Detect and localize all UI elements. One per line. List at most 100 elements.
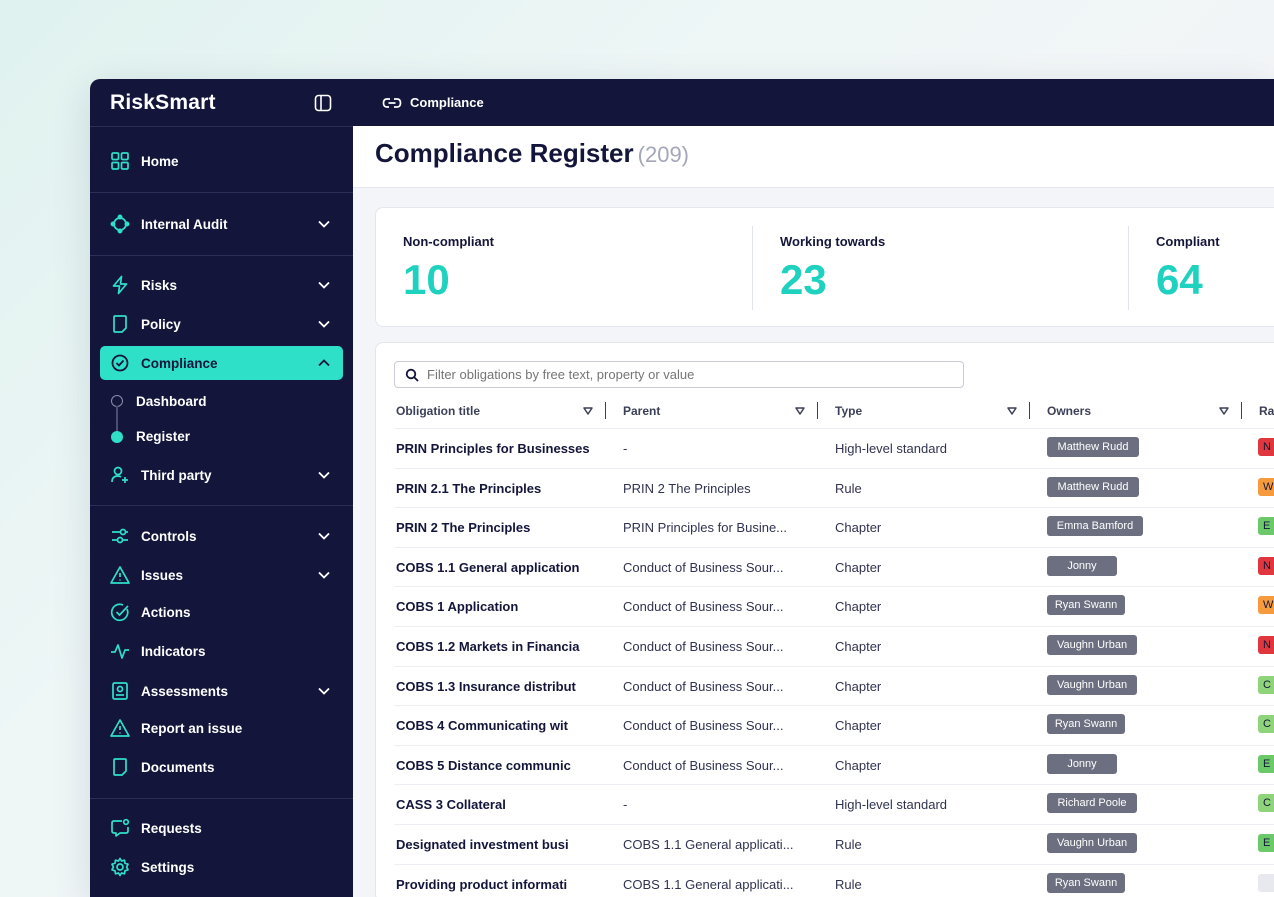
cell-title[interactable]: COBS 1 Application [396,599,519,615]
sidebar-item-label: Assessments [141,683,229,699]
sidebar-item-label: Third party [141,467,212,483]
rating-badge: E [1258,834,1274,852]
sidebar-item-indicators[interactable]: Indicators [100,634,343,668]
owner-badge[interactable]: Matthew Rudd [1047,437,1139,457]
filter-input[interactable] [427,367,947,382]
column-header-owners[interactable]: Owners [1047,404,1092,418]
cell-parent: Conduct of Business Sour... [623,678,784,694]
cell-title[interactable]: CASS 3 Collateral [396,797,506,813]
cell-type: Chapter [835,718,882,734]
owner-badge[interactable]: Richard Poole [1047,793,1137,814]
sidebar-item-actions[interactable]: Actions [100,595,343,629]
sidebar-item-documents[interactable]: Documents [100,750,343,784]
search-icon [405,368,419,382]
stat-label: Non-compliant [403,234,494,249]
page-title: Compliance Register (209) [375,138,689,169]
register-dot [111,431,123,443]
sidebar-item-internal-audit[interactable]: Internal Audit [100,207,343,241]
sidebar-item-risks[interactable]: Risks [100,268,343,302]
rating-badge: C [1258,675,1274,694]
brand-logo: RiskSmart [110,91,216,114]
cell-title[interactable]: COBS 1.2 Markets in Financia [396,639,580,654]
owner-badge[interactable]: Ryan Swann [1047,595,1125,616]
owner-badge[interactable]: Ryan Swann [1047,714,1125,735]
filter-icon[interactable] [583,406,593,416]
sidebar-item-label: Internal Audit [141,216,228,232]
column-header-type[interactable]: Type [835,404,863,418]
check-circle-icon [109,352,131,374]
owner-badge[interactable]: Emma Bamford [1047,516,1143,537]
cell-title[interactable]: Designated investment busi [396,837,569,852]
column-header-parent[interactable]: Parent [623,404,661,418]
sidebar-item-label: Documents [141,759,215,775]
owner-badge[interactable]: Jonny [1047,753,1117,774]
sidebar-item-third-party[interactable]: Third party [100,458,343,492]
main-content: Compliance Register (209) Non-compliant 1… [353,126,1274,897]
filter-box[interactable] [394,361,964,388]
sidebar-toggle-icon[interactable] [314,94,332,112]
warning-icon [109,564,131,586]
filter-icon[interactable] [1007,406,1017,416]
rating-badge: N [1258,636,1274,654]
sidebar-item-assessments[interactable]: Assessments [100,674,343,708]
check-circle-icon [109,601,131,623]
sidebar-item-label: Risks [141,277,178,293]
cell-parent: Conduct of Business Sour... [623,639,784,654]
cell-parent: PRIN Principles for Busine... [623,520,788,536]
sidebar-subitem-register[interactable]: Register [136,429,191,444]
owner-badge[interactable]: Ryan Swann [1047,872,1125,893]
stat-label: Working towards [780,234,886,249]
owner-badge[interactable]: Vaughn Urban [1047,674,1137,695]
stat-value: 23 [780,256,827,303]
cell-title[interactable]: COBS 1.1 General application [396,559,580,575]
cell-title[interactable]: PRIN 2.1 The Principles [396,480,542,496]
cell-title[interactable]: COBS 5 Distance communic [396,757,571,773]
cell-title[interactable]: COBS 4 Communicating wit [396,718,568,734]
sidebar-item-report-issue[interactable]: Report an issue [100,711,343,745]
sidebar-item-issues[interactable]: Issues [100,558,343,592]
topbar: Compliance [353,79,1274,126]
grid-icon [109,150,131,172]
link-icon [382,97,402,108]
owner-badge[interactable]: Vaughn Urban [1047,833,1137,853]
sidebar-subitem-dashboard[interactable]: Dashboard [136,394,207,409]
column-header-rating[interactable]: Ra [1259,404,1274,418]
chevron-down-icon [318,687,330,695]
cell-parent: - [623,797,628,813]
filter-icon[interactable] [795,406,805,416]
cell-type: High-level standard [835,797,948,813]
sidebar-item-label: Issues [141,567,184,583]
sidebar-item-policy[interactable]: Policy [100,307,343,341]
breadcrumb[interactable]: Compliance [410,95,484,110]
owner-badge[interactable]: Vaughn Urban [1047,635,1137,655]
pulse-icon [109,640,131,662]
cell-title[interactable]: COBS 1.3 Insurance distribut [396,678,576,694]
rating-badge: W [1258,596,1274,615]
rating-badge: E [1258,754,1274,773]
cell-title[interactable]: PRIN 2 The Principles [396,520,531,536]
toggle-icon [109,525,131,547]
obligations-table: Obligation title Parent Type Owners Ra P… [375,342,1274,897]
rating-badge: E [1258,517,1274,536]
cell-type: Chapter [835,639,882,654]
owner-badge[interactable]: Jonny [1047,555,1117,576]
sidebar-item-controls[interactable]: Controls [100,519,343,553]
sidebar-item-requests[interactable]: Requests [100,811,343,845]
cell-title[interactable]: PRIN Principles for Businesses [396,441,590,456]
sidebar-item-home[interactable]: Home [100,144,343,178]
subnav-line [116,406,118,436]
rating-badge: W [1258,477,1274,496]
app-window: RiskSmart Home Internal Audit Risks [90,79,1274,897]
cell-type: Chapter [835,599,882,615]
sidebar-item-settings[interactable]: Settings [100,850,343,884]
column-header-title[interactable]: Obligation title [396,404,480,418]
sidebar-item-compliance[interactable]: Compliance [100,346,343,380]
chat-icon [109,817,131,839]
stats-card: Non-compliant 10 Working towards 23 Comp… [375,207,1274,327]
sidebar-item-label: Indicators [141,643,206,659]
rating-badge: N [1258,556,1274,575]
owner-badge[interactable]: Matthew Rudd [1047,476,1139,497]
filter-icon[interactable] [1219,406,1229,416]
cell-type: Chapter [835,559,882,575]
cell-title[interactable]: Providing product informati [396,876,568,892]
